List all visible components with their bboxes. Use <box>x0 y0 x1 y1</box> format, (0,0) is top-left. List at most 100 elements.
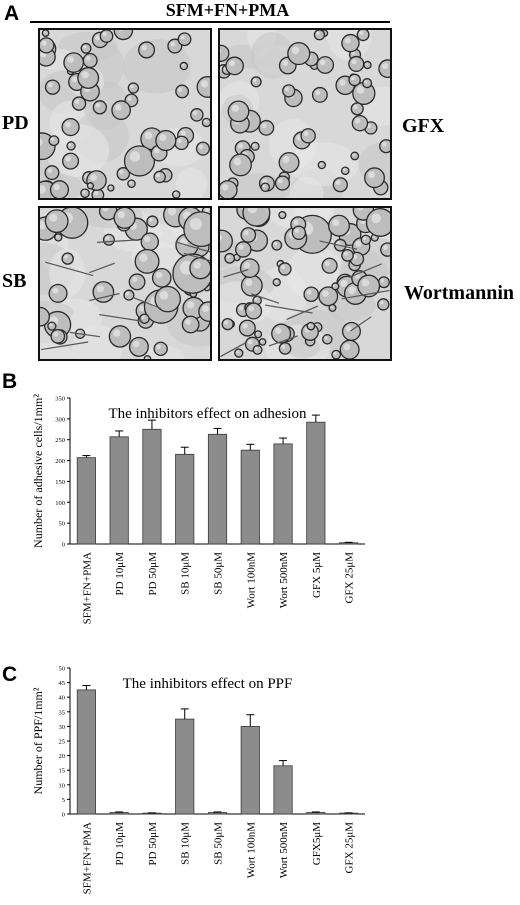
ppf-ytick-label: 20 <box>59 753 66 760</box>
cell <box>322 334 333 345</box>
cell <box>134 248 160 274</box>
cell <box>174 135 189 151</box>
cell <box>363 60 372 70</box>
cell <box>155 129 177 152</box>
adhesion-ytick-label: 100 <box>55 500 65 507</box>
ppf-bar <box>273 765 293 815</box>
cell <box>44 209 69 234</box>
cell <box>44 79 61 95</box>
cell <box>153 170 166 184</box>
cell <box>111 100 131 121</box>
cell <box>282 84 296 98</box>
cell <box>317 160 327 170</box>
micrograph-sb-image <box>40 208 210 359</box>
chart-ppf-svg: The inhibitors effect on PPF Number of PP… <box>31 666 365 894</box>
cell <box>177 32 192 47</box>
cell <box>331 282 340 291</box>
adhesion-category-label: SB 50μM <box>213 552 225 595</box>
cell <box>341 321 361 341</box>
label-sb: SB <box>2 270 27 292</box>
micrograph-pd <box>38 28 212 200</box>
cell <box>234 348 244 358</box>
ppf-ytick-label: 5 <box>62 797 65 804</box>
cell <box>61 252 74 265</box>
adhesion-ytick-label: 0 <box>62 542 65 549</box>
cell <box>271 323 292 344</box>
cell <box>303 286 319 303</box>
adhesion-bar <box>339 542 359 545</box>
ppf-category-label: GFX5μM <box>311 822 323 865</box>
cell <box>331 349 342 359</box>
cell <box>360 234 372 246</box>
micrograph-pd-image <box>40 30 210 198</box>
ppf-ytick-label: 35 <box>59 709 66 716</box>
label-gfx: GFX <box>402 115 445 137</box>
cell <box>227 100 250 123</box>
cell <box>179 61 189 71</box>
cell <box>254 330 263 339</box>
adhesion-ytick-label: 150 <box>55 479 65 486</box>
cell <box>272 278 281 287</box>
cell <box>153 341 168 357</box>
ppf-title: The inhibitors effect on PPF <box>123 676 293 692</box>
cell <box>287 42 311 66</box>
adhesion-bar <box>306 421 326 545</box>
label-pd: PD <box>2 112 29 134</box>
cell <box>313 30 326 41</box>
cell <box>238 319 256 337</box>
cell <box>271 239 283 251</box>
cell <box>225 56 244 76</box>
cell <box>328 214 350 237</box>
cell <box>128 336 149 357</box>
cell <box>258 338 267 346</box>
cell <box>63 52 85 73</box>
adhesion-ytick-label: 250 <box>55 437 65 444</box>
cell <box>127 179 136 188</box>
cell <box>348 73 361 87</box>
cell <box>350 151 360 161</box>
ppf-category-label: SB 10μM <box>180 822 192 865</box>
cell <box>220 180 238 198</box>
adhesion-ytick-label: 50 <box>59 521 66 528</box>
cell <box>350 102 364 116</box>
adhesion-category-label: SB 10μM <box>180 552 192 595</box>
cell <box>332 177 348 193</box>
cell <box>239 258 260 278</box>
ppf-ytick-label: 0 <box>62 812 65 819</box>
cell <box>66 141 76 151</box>
cell <box>151 267 172 288</box>
cell <box>190 108 204 122</box>
cell <box>201 117 210 128</box>
cell <box>86 182 95 190</box>
cell <box>189 257 210 280</box>
ppf-category-label: Wort 500nM <box>278 822 290 878</box>
cell <box>48 283 68 303</box>
adhesion-bar <box>240 449 260 545</box>
chart-ppf: The inhibitors effect on PPF Number of PP… <box>22 660 382 905</box>
cell <box>128 273 146 291</box>
ppf-category-label: Wort 100nM <box>245 822 257 878</box>
ppf-category-label: SB 50μM <box>213 822 225 865</box>
cell <box>311 86 328 103</box>
cell <box>139 313 150 324</box>
cell <box>40 306 50 327</box>
cell <box>123 145 156 177</box>
cell <box>240 274 263 297</box>
adhesion-category-label: Wort 100nM <box>245 552 257 608</box>
ppf-bar <box>175 718 195 815</box>
cell <box>340 166 350 176</box>
cell <box>181 315 200 334</box>
ppf-bar <box>207 812 228 815</box>
ppf-bar <box>76 689 96 815</box>
cell <box>61 117 80 137</box>
panel-label-a: A <box>4 2 20 25</box>
cell <box>278 152 300 174</box>
cell <box>50 328 66 344</box>
ppf-category-label: PD 10μM <box>114 822 126 866</box>
ppf-bar <box>109 812 129 815</box>
ppf-category-label: SFM+FN+PMA <box>81 822 93 894</box>
adhesion-ylabel: Number of adhesive cells/1mm² <box>31 394 45 548</box>
adhesion-ytick-label: 350 <box>55 396 65 403</box>
adhesion-bar <box>76 457 96 545</box>
ppf-ytick-label: 10 <box>59 782 66 789</box>
